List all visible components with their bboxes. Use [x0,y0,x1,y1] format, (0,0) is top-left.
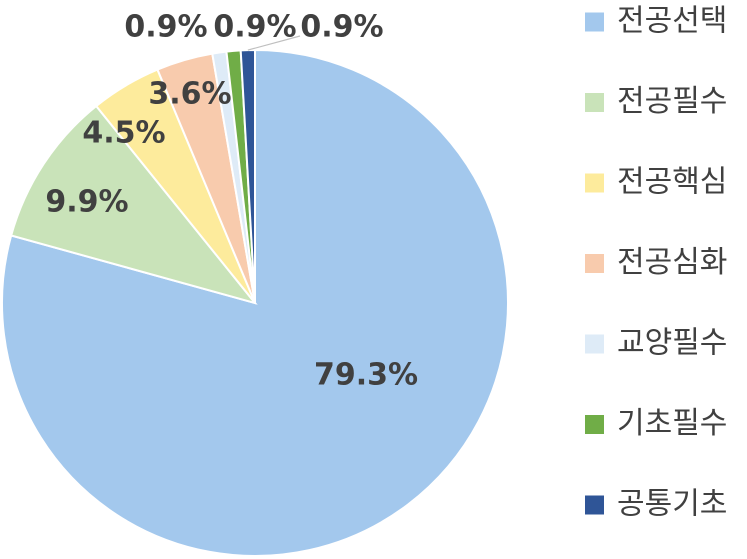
legend-swatch-5 [585,334,604,354]
data-label-5: 0.9% [124,10,207,45]
data-label-1: 79.3% [314,358,418,393]
legend-label-6: 기초필수 [617,406,727,441]
legend-item-2: 전공필수 [585,84,727,119]
data-label-2: 9.9% [45,185,128,220]
legend-label-7: 공통기초 [617,487,727,522]
pie-slice-1 [1,48,509,557]
data-label-3: 4.5% [82,116,165,151]
data-label-6: 0.9% [213,10,296,45]
legend-item-1: 전공선택 [585,4,727,39]
data-label-7: 0.9% [300,10,383,45]
pie-slice-2 [9,104,258,305]
legend-label-1: 전공선택 [617,4,727,39]
legend-label-5: 교양필수 [617,326,727,361]
legend-swatch-2 [585,93,604,112]
legend-item-5: 교양필수 [585,326,727,361]
legend-swatch-3 [585,173,604,193]
legend-label-4: 전공심화 [617,245,727,280]
legend-label-2: 전공필수 [617,84,727,119]
legend-label-3: 전공핵심 [617,165,727,200]
legend-item-3: 전공핵심 [585,165,727,200]
legend-item-7: 공통기초 [585,487,727,522]
leader-line [247,35,301,51]
legend-swatch-7 [585,495,604,515]
legend-swatch-6 [585,415,604,434]
legend-swatch-4 [585,254,604,273]
legend-swatch-1 [585,12,604,32]
legend-item-6: 기초필수 [585,406,727,441]
data-label-4: 3.6% [148,77,231,112]
legend-item-4: 전공심화 [585,245,727,280]
